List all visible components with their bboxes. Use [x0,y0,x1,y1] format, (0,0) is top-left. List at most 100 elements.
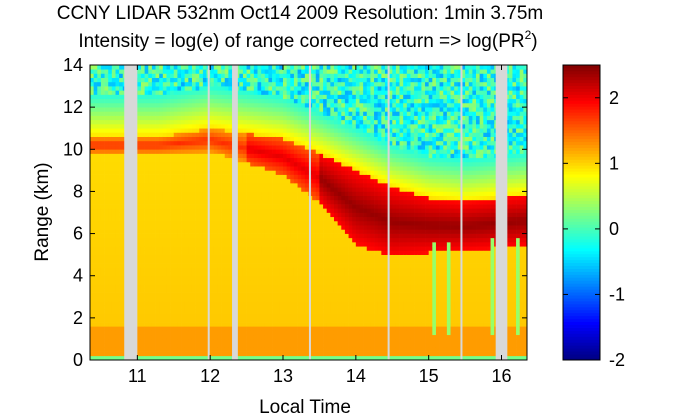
heatmap-cell [119,191,124,196]
heatmap-cell [137,98,142,104]
heatmap-cell [344,204,349,209]
heatmap-cell [246,178,251,184]
heatmap-cell [144,271,149,277]
heatmap-cell [162,313,167,319]
heatmap-cell [250,140,255,146]
heatmap-cell [93,334,98,340]
heatmap-cell [293,284,298,289]
heatmap-cell [195,115,200,121]
heatmap-cell [272,90,277,95]
heatmap-cell [333,216,338,222]
heatmap-cell [90,187,94,192]
heatmap-cell [312,284,317,289]
heatmap-cell [217,229,222,234]
heatmap-cell [90,288,94,293]
heatmap-cell [115,149,120,154]
heatmap-cell [213,322,218,327]
heatmap-cell [242,107,247,112]
heatmap-cell [119,157,124,163]
heatmap-cell [301,242,306,247]
heatmap-cell [275,86,280,91]
heatmap-cell [312,107,317,112]
heatmap-cell [155,161,160,167]
heatmap-cell [111,250,116,255]
heatmap-cell [108,279,113,285]
heatmap-cell [177,183,182,188]
heatmap-cell [151,199,156,205]
heatmap-cell [155,208,160,213]
heatmap-cell [119,326,124,331]
heatmap-cell [253,296,258,302]
heatmap-cell [173,334,178,340]
heatmap-cell [177,309,182,314]
heatmap-cell [250,102,255,108]
heatmap-cell [337,242,342,247]
heatmap-cell [304,191,309,196]
heatmap-cell [290,246,295,251]
heatmap-cell [228,284,233,289]
heatmap-cell [217,161,222,167]
heatmap-cell [326,355,331,361]
heatmap-cell [97,132,102,137]
heatmap-cell [275,317,280,323]
heatmap-cell [268,258,273,264]
heatmap-cell [283,157,287,163]
heatmap-cell [239,153,244,159]
heatmap-cell [315,220,320,226]
heatmap-cell [275,145,280,150]
heatmap-cell [173,65,178,70]
heatmap-cell [202,279,207,285]
heatmap-cell [217,73,222,78]
heatmap-cell [228,288,233,293]
heatmap-cell [195,174,200,180]
heatmap-cell [304,220,309,226]
heatmap-cell [108,330,113,336]
heatmap-cell [239,305,244,310]
heatmap-cell [199,242,204,247]
heatmap-cell [137,161,142,167]
heatmap-cell [272,216,277,222]
heatmap-cell [221,166,226,171]
heatmap-cell [184,136,189,142]
heatmap-cell [301,153,306,159]
heatmap-cell [250,216,255,222]
heatmap-cell [162,292,167,298]
heatmap-cell [268,313,273,319]
heatmap-cell [297,296,302,302]
heatmap-cell [173,225,178,230]
heatmap-cell [312,140,317,146]
heatmap-cell [90,174,94,180]
heatmap-cell [341,343,346,348]
heatmap-cell [173,292,178,298]
heatmap-cell [191,267,196,272]
heatmap-cell [213,216,218,222]
heatmap-cell [199,145,204,150]
heatmap-cell [188,98,193,104]
heatmap-cell [337,149,342,154]
heatmap-cell [293,65,298,70]
heatmap-cell [151,296,156,302]
heatmap-cell [195,145,200,150]
heatmap-cell [337,351,342,357]
heatmap-cell [228,94,233,100]
heatmap-cell [315,322,320,327]
heatmap-cell [333,111,338,116]
heatmap-cell [344,132,349,137]
heatmap-cell [272,187,277,192]
heatmap-cell [246,86,251,91]
heatmap-cell [166,69,171,74]
heatmap-cell [148,124,153,129]
heatmap-cell [166,199,171,205]
heatmap-cell [115,98,120,104]
heatmap-cell [242,153,247,159]
heatmap-cell [333,317,338,323]
heatmap-cell [330,111,335,116]
heatmap-cell [301,161,306,167]
heatmap-cell [115,250,120,255]
heatmap-cell [286,305,291,310]
heatmap-cell [228,267,233,272]
heatmap-cell [199,284,204,289]
heatmap-cell [108,183,113,188]
heatmap-cell [155,195,160,201]
heatmap-cell [148,212,153,218]
